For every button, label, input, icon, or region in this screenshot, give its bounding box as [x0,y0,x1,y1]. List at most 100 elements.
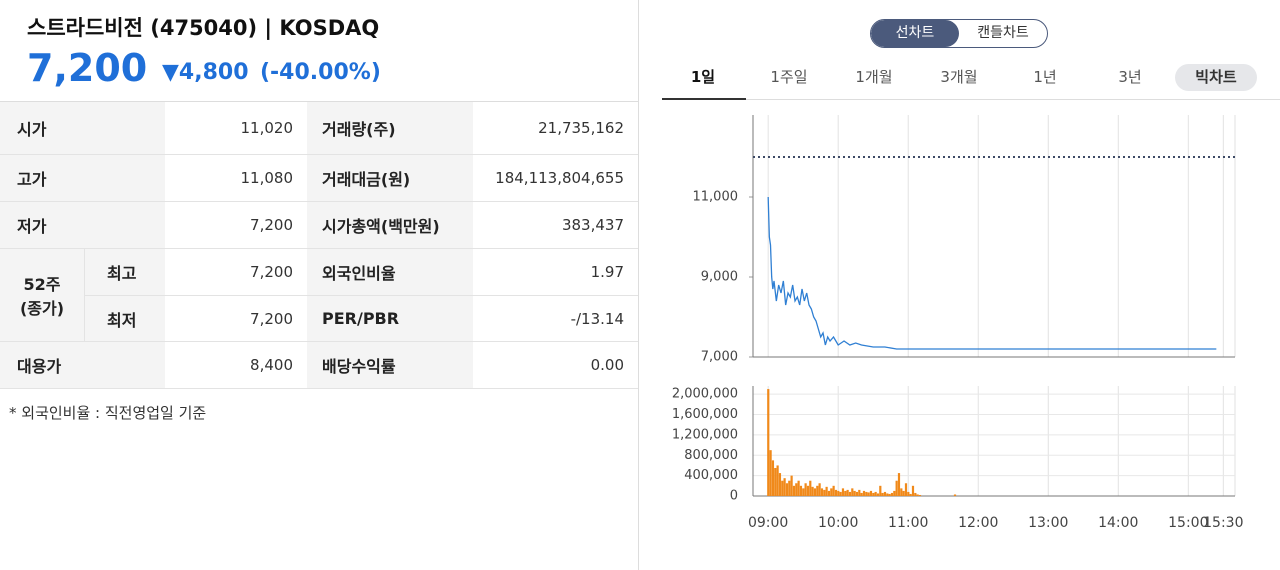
group-label: 52주 (종가) [0,249,85,342]
volume-bar [914,492,917,496]
divider [0,101,638,102]
y-tick-label: 400,000 [684,468,738,483]
volume-bar [809,480,812,496]
tab-underline [662,98,746,100]
volume-bar [911,485,915,496]
row-value: 7,200 [165,296,307,342]
volume-bar [869,490,873,496]
volume-bar [862,490,866,496]
volume-bar [872,492,875,496]
y-tick-label: 1,200,000 [672,427,738,442]
y-tick-label: 0 [730,489,738,504]
volume-bar [909,493,912,496]
volume-bar [802,488,805,496]
row-label: 시가 [0,102,165,155]
row-label: PER/PBR [307,296,473,342]
change-rate: (-40.00%) [260,60,381,85]
volume-bar [825,486,828,496]
volume-bar [853,490,856,496]
volume-bar [790,475,793,496]
tab-line [662,99,1280,100]
row-value: 11,080 [165,155,307,202]
volume-bar [860,492,863,496]
y-tick-label: 9,000 [701,270,738,285]
volume-bar [806,485,810,496]
row-label: 최저 [85,296,165,342]
change: ▼4,800 [162,60,249,85]
row-value: 8,400 [165,342,307,389]
period-tab[interactable]: 1주일 [770,68,808,86]
footnote: * 외국인비율 : 직전영업일 기준 [9,404,207,422]
x-tick-label: 14:00 [1098,515,1138,531]
x-tick-label: 10:00 [818,515,858,531]
volume-bar [830,488,833,496]
volume-bar [832,485,835,496]
volume-bar [851,488,854,496]
x-tick-label: 13:00 [1028,515,1068,531]
volume-bar [799,485,803,496]
row-value: 7,200 [165,202,307,249]
volume-bar [881,492,884,496]
x-tick-label: 09:00 [748,515,788,531]
y-tick-label: 800,000 [684,448,738,463]
volume-bar [774,467,777,496]
volume-bar [886,493,889,496]
volume-bar [785,483,789,496]
volume-bar [841,488,845,496]
volume-bar [823,489,826,496]
row-label: 거래대금(원) [307,155,473,202]
row-label: 대용가 [0,342,165,389]
big-chart-button[interactable]: 빅차트 [1175,64,1257,91]
volume-bar [867,492,870,496]
volume-bar [783,478,786,496]
volume-bar [804,483,807,496]
row-label: 외국인비율 [307,249,473,296]
volume-bar [953,494,957,496]
volume-bar [890,492,894,496]
volume-bar [788,480,791,496]
volume-bar [811,486,814,496]
chart-type-toggle: 선차트 캔들차트 [870,19,1048,48]
volume-bar [767,389,770,496]
volume-bar [769,450,772,496]
period-tab[interactable]: 1일 [690,68,716,86]
volume-bar [839,491,842,496]
volume-bar [797,480,800,496]
row-value: 383,437 [473,202,638,249]
volume-bar [888,493,891,496]
volume-bar [781,480,784,496]
period-tab[interactable]: 1개월 [855,68,893,86]
volume-bar [818,483,821,496]
volume-bar [879,485,882,496]
volume-bar [902,490,905,496]
toggle-option[interactable]: 캔들차트 [977,25,1029,41]
volume-bar [874,491,877,496]
volume-bar [893,490,896,496]
y-tick-label: 7,000 [701,350,738,365]
row-value: 21,735,162 [473,102,638,155]
volume-bar [776,465,779,496]
period-tab[interactable]: 3년 [1118,68,1142,86]
toggle-option[interactable]: 선차트 [871,20,959,47]
price-line [767,196,1217,350]
stock-title: 스트라드비전 (475040) | KOSDAQ [27,16,380,40]
volume-bar [865,491,868,496]
group-label-line: 52주 [23,275,61,294]
volume-bar [820,488,824,496]
volume-bar [897,473,901,496]
volume-bar [904,483,908,496]
period-tab[interactable]: 1년 [1033,68,1057,86]
row-label: 배당수익률 [307,342,473,389]
group-label-line: (종가) [19,299,65,318]
row-label: 시가총액(백만원) [307,202,473,249]
volume-bar [792,485,796,496]
period-tab[interactable]: 3개월 [940,68,978,86]
row-value: 7,200 [165,249,307,296]
volume-bar [778,473,782,496]
row-label: 고가 [0,155,165,202]
volume-bar [771,460,775,496]
row-value: 11,020 [165,102,307,155]
row-value: -/13.14 [473,296,638,342]
row-value: 0.00 [473,342,638,389]
